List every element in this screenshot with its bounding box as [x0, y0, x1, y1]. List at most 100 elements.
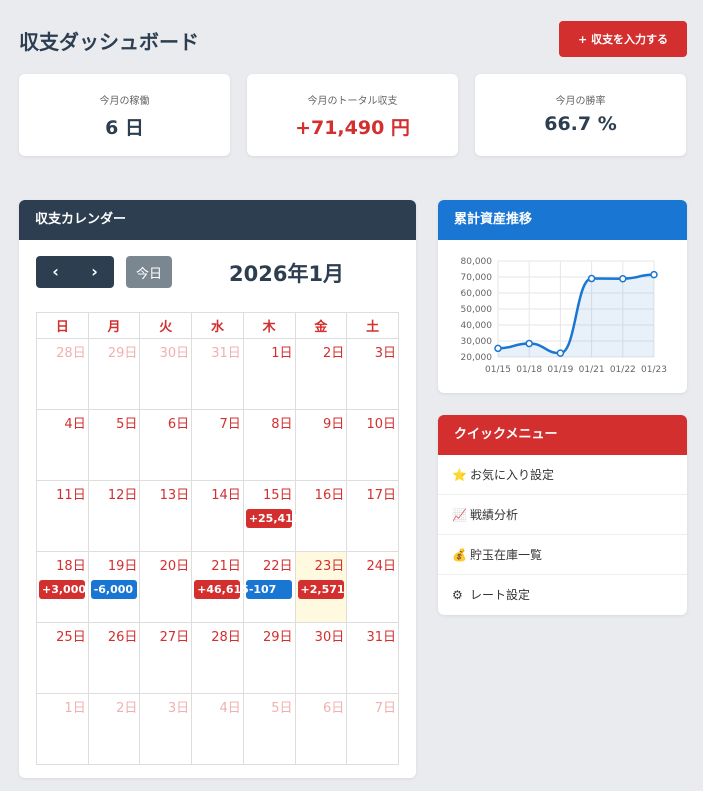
- calendar-day[interactable]: 13日: [139, 480, 193, 552]
- day-number: 4日: [219, 701, 241, 716]
- calendar-day[interactable]: 12日: [87, 480, 141, 552]
- calendar-day[interactable]: 4日: [36, 409, 89, 481]
- calendar-day[interactable]: 17日: [346, 480, 399, 552]
- calendar-day[interactable]: 6日: [139, 409, 193, 481]
- chart-title: 累計資産推移: [438, 200, 687, 240]
- balance-badge[interactable]: +25,410: [245, 509, 300, 528]
- calendar-day[interactable]: 23日 +2,571: [294, 551, 348, 623]
- calendar-day[interactable]: 2日: [294, 338, 348, 410]
- calendar-day[interactable]: 4日: [191, 693, 244, 765]
- calendar-day[interactable]: 24日: [346, 551, 399, 623]
- calendar-day[interactable]: 11日: [36, 480, 89, 552]
- data-point: [494, 344, 502, 353]
- calendar-day[interactable]: 31日: [346, 622, 399, 694]
- calendar-day[interactable]: 9日: [294, 409, 348, 481]
- calendar-day[interactable]: 7日: [191, 409, 244, 481]
- area-fill: [498, 274, 654, 357]
- day-number: 1日: [64, 701, 86, 716]
- month-nav: ‹ ›: [36, 256, 114, 288]
- data-point: [525, 339, 533, 348]
- calendar-day[interactable]: 29日: [87, 338, 141, 410]
- calendar-day[interactable]: 6日: [294, 693, 348, 765]
- day-number: 6日: [167, 417, 190, 432]
- calendar-day[interactable]: 31日: [191, 338, 244, 410]
- x-tick-label: 01/15: [485, 365, 511, 375]
- stat-value: +71,490 円: [295, 117, 410, 139]
- stat-card-workdays: 今月の稼働 6 日: [19, 74, 230, 156]
- quick-menu-item[interactable]: ⚙ レート設定: [438, 575, 687, 615]
- stat-value: 6 日: [105, 117, 144, 139]
- calendar-day[interactable]: 28日: [191, 622, 244, 694]
- calendar-day[interactable]: 1日: [36, 693, 89, 765]
- calendar-day[interactable]: 7日: [346, 693, 399, 765]
- stat-label: 今月の勝率: [555, 96, 606, 107]
- quick-menu-item[interactable]: ⭐ お気に入り設定: [438, 455, 687, 495]
- calendar-day[interactable]: 26日: [87, 622, 141, 694]
- money-bag-icon: 💰: [452, 548, 467, 562]
- day-number: 30日: [159, 346, 190, 361]
- quick-menu-item[interactable]: 💰 貯玉在庫一覧: [438, 535, 687, 575]
- calendar-day[interactable]: 20日: [139, 551, 193, 623]
- day-number: 9日: [322, 417, 345, 432]
- day-number: 5日: [271, 701, 293, 716]
- day-number: 2日: [116, 701, 138, 716]
- day-number: 14日: [211, 488, 241, 503]
- y-tick-label: 80,000: [461, 257, 493, 267]
- calendar-day[interactable]: 2日: [87, 693, 141, 765]
- next-month-button[interactable]: ›: [91, 262, 98, 281]
- day-number: 28日: [211, 630, 241, 645]
- balance-badge[interactable]: +3,000: [39, 580, 86, 599]
- weekday-header: 木: [242, 312, 296, 339]
- calendar-day[interactable]: 8日: [242, 409, 296, 481]
- star-icon: ⭐: [452, 468, 467, 482]
- calendar-day[interactable]: 29日: [242, 622, 296, 694]
- balance-badge[interactable]: -6,000: [90, 580, 137, 599]
- calendar-day[interactable]: 30日: [294, 622, 348, 694]
- stat-card-total: 今月のトータル収支 +71,490 円: [247, 74, 458, 156]
- day-number: 28日: [56, 346, 86, 361]
- calendar-day[interactable]: 28日: [36, 338, 89, 410]
- y-tick-label: 70,000: [461, 273, 493, 283]
- calendar-day[interactable]: 18日 +3,000: [36, 551, 89, 623]
- x-tick-label: 01/23: [641, 365, 667, 375]
- calendar-day[interactable]: 22日 -107: [242, 551, 296, 623]
- stat-label: 今月のトータル収支: [307, 96, 398, 107]
- calendar-day[interactable]: 30日: [139, 338, 193, 410]
- calendar-week: 11日 12日 13日 14日 15日 +25,410 16日 17日: [36, 480, 399, 552]
- calendar-day[interactable]: 19日 -6,000: [87, 551, 141, 623]
- day-number: 11日: [56, 488, 86, 503]
- weekday-header: 月: [87, 312, 141, 339]
- y-tick-label: 20,000: [461, 353, 493, 363]
- balance-badge[interactable]: -107: [245, 580, 292, 599]
- calendar-day[interactable]: 3日: [346, 338, 399, 410]
- calendar-day[interactable]: 25日: [36, 622, 89, 694]
- quick-menu-item[interactable]: 📈 戦績分析: [438, 495, 687, 535]
- add-record-button[interactable]: + 収支を入力する: [559, 21, 687, 57]
- calendar-week: 1日 2日 3日 4日 5日 6日 7日: [36, 693, 399, 765]
- calendar-day[interactable]: 10日: [346, 409, 399, 481]
- calendar-day[interactable]: 21日 +46,615: [191, 551, 249, 623]
- calendar-day[interactable]: 16日: [294, 480, 348, 552]
- day-number: 7日: [219, 417, 241, 432]
- calendar-day[interactable]: 5日: [87, 409, 141, 481]
- calendar-day[interactable]: 5日: [242, 693, 296, 765]
- x-tick-label: 01/18: [516, 365, 542, 375]
- calendar-day[interactable]: 14日: [191, 480, 244, 552]
- today-button[interactable]: 今日: [126, 256, 172, 288]
- calendar-day[interactable]: 1日: [242, 338, 296, 410]
- day-number: 31日: [366, 630, 396, 645]
- day-number: 16日: [314, 488, 345, 503]
- prev-month-button[interactable]: ‹: [52, 262, 59, 281]
- day-number: 7日: [374, 701, 396, 716]
- calendar-day[interactable]: 27日: [139, 622, 193, 694]
- balance-badge[interactable]: +2,571: [297, 580, 345, 599]
- day-number: 26日: [107, 630, 138, 645]
- chart-icon: 📈: [452, 508, 467, 522]
- calendar-day[interactable]: 15日 +25,410: [242, 480, 300, 552]
- day-number: 24日: [366, 559, 396, 574]
- y-tick-label: 60,000: [461, 289, 493, 299]
- day-number: 23日: [314, 559, 345, 574]
- calendar-day[interactable]: 3日: [139, 693, 193, 765]
- quick-menu-label: 貯玉在庫一覧: [470, 548, 543, 562]
- balance-badge[interactable]: +46,615: [194, 580, 249, 599]
